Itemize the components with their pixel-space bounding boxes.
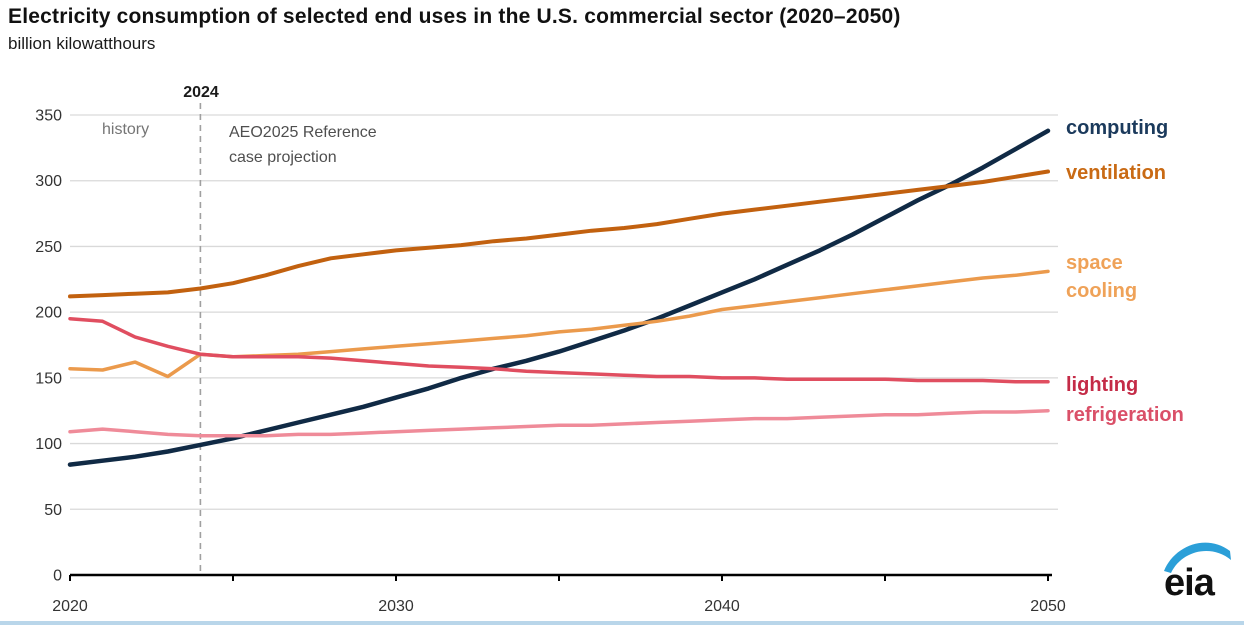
eia-logo-text: eia — [1164, 562, 1215, 604]
svg-text:100: 100 — [35, 436, 62, 453]
svg-text:150: 150 — [35, 370, 62, 387]
chart-subtitle: billion kilowatthours — [8, 34, 156, 53]
svg-text:300: 300 — [35, 173, 62, 190]
svg-text:2050: 2050 — [1030, 598, 1066, 615]
projection-annotation: AEO2025 Reference case projection — [229, 124, 377, 166]
svg-text:200: 200 — [35, 305, 62, 322]
series-label-lighting: lighting — [1066, 374, 1139, 396]
series-label-computing: computing — [1066, 117, 1169, 139]
history-annotation: history — [102, 121, 150, 138]
svg-text:250: 250 — [35, 239, 62, 256]
series-label-refrigeration: refrigeration — [1066, 404, 1184, 426]
chart-title: Electricity consumption of selected end … — [8, 5, 901, 28]
svg-text:350: 350 — [35, 108, 62, 125]
divider-year-label: 2024 — [183, 84, 219, 101]
svg-text:2020: 2020 — [52, 598, 88, 615]
eia-swoosh-icon — [1164, 542, 1231, 573]
series-label-ventilation: ventilation — [1066, 162, 1167, 184]
eia-logo: eia — [1160, 538, 1240, 608]
svg-text:50: 50 — [44, 502, 62, 519]
svg-text:2040: 2040 — [704, 598, 740, 615]
series-label-space-cooling: space cooling — [1066, 252, 1138, 302]
bottom-accent-strip — [0, 621, 1244, 625]
svg-text:0: 0 — [53, 568, 62, 585]
svg-text:2030: 2030 — [378, 598, 414, 615]
